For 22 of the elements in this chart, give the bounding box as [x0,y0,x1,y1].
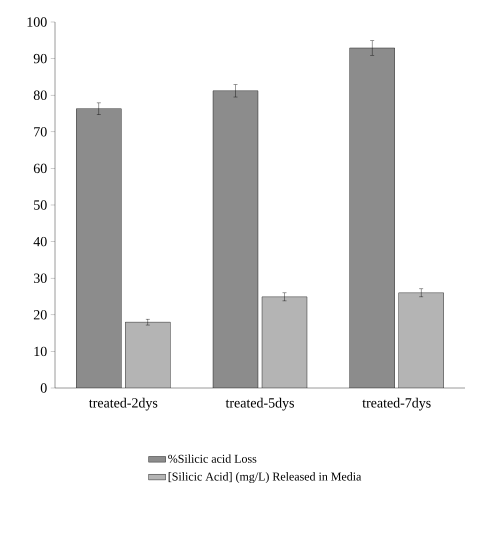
y-tick-label: 20 [34,310,47,320]
bar [398,292,444,388]
x-tick-label: treated-7dys [362,398,431,410]
y-tick-label: 40 [34,236,47,246]
bar [262,296,307,388]
y-tick-label: 60 [34,164,47,174]
y-tick-label: 50 [34,200,47,210]
y-tick-label: 80 [34,90,47,100]
legend-label: %Silicic acid Loss [168,454,256,463]
x-tick-label: treated-2dys [89,398,158,410]
y-tick-label: 10 [34,346,47,356]
legend-label: [Silicic Acid] (mg/L) Released in Media [168,472,362,484]
bar [213,90,258,388]
y-tick-label: 30 [34,273,47,283]
bar [76,108,122,388]
y-tick-label: 100 [28,17,47,27]
y-tick-label: 70 [34,127,47,137]
x-tick-label: treated-5dys [226,398,294,410]
bar [125,322,170,388]
y-tick-label: 0 [40,383,47,393]
y-tick-label: 90 [34,54,47,64]
bar [349,48,395,388]
